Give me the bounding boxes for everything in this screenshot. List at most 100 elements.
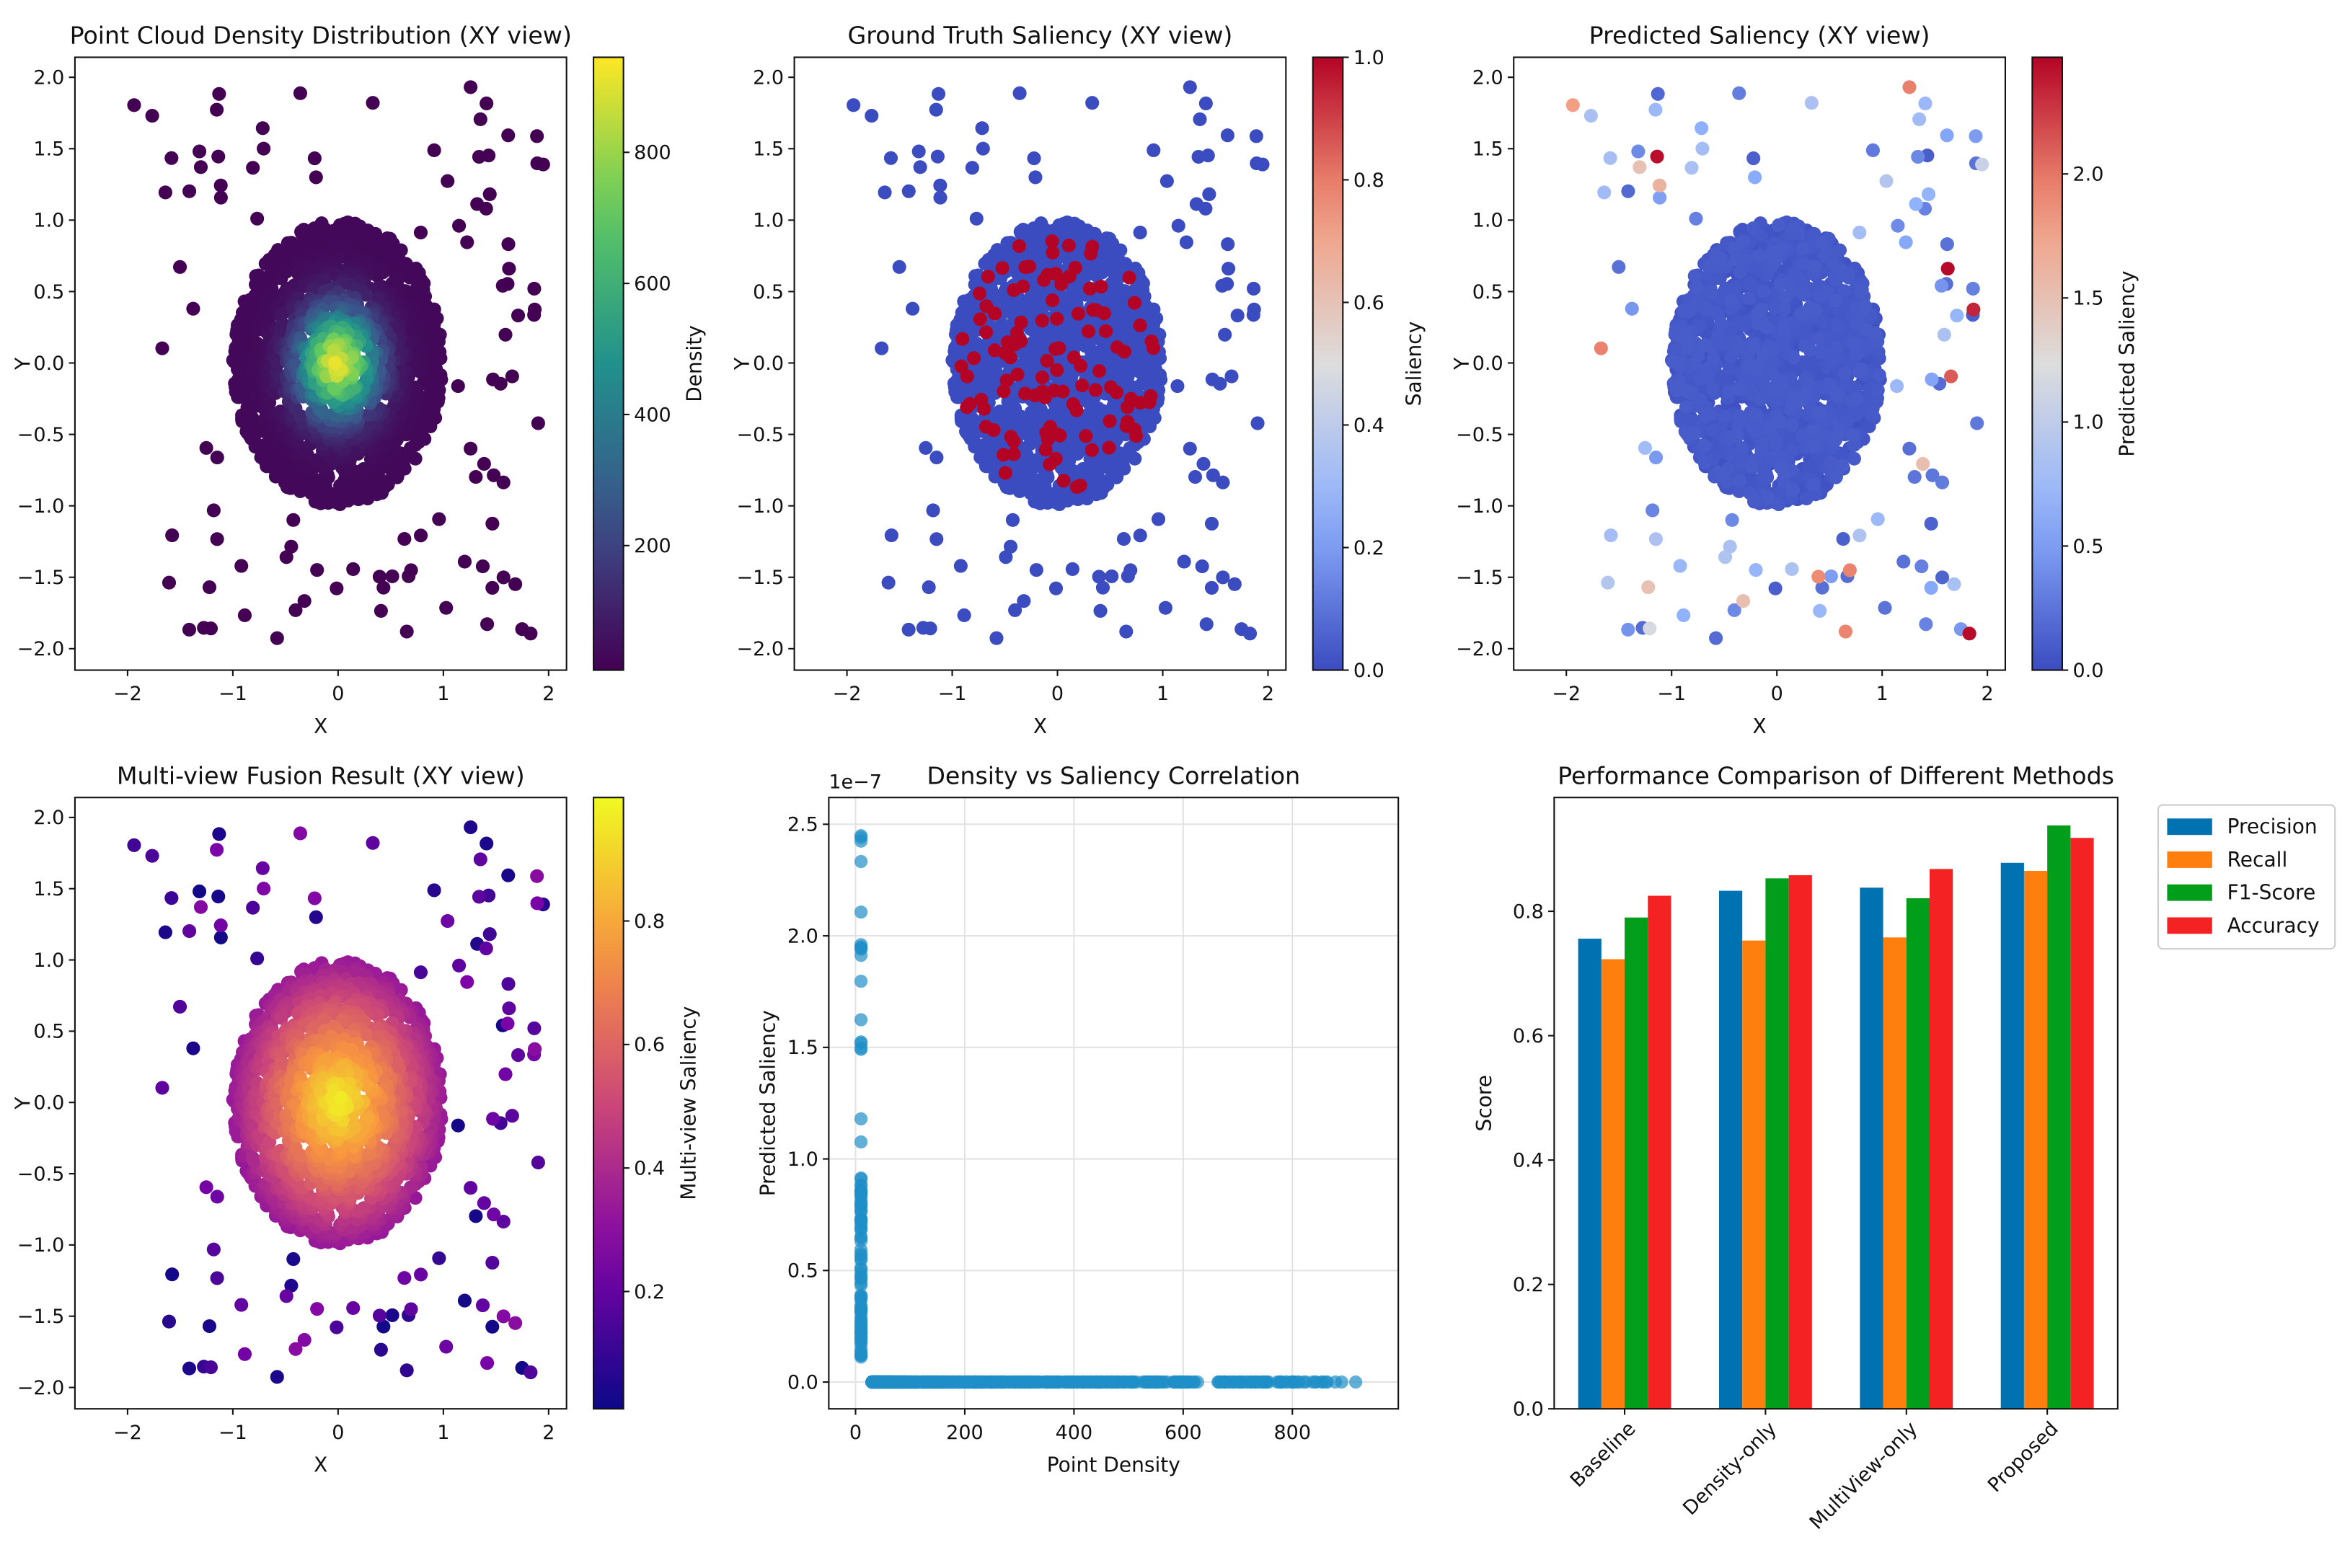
scatter-point <box>1631 144 1646 159</box>
y-tick-label: −0.5 <box>1456 424 1503 446</box>
scatter-point <box>206 503 221 518</box>
scatter-point <box>922 580 936 595</box>
scatter-point <box>1653 190 1667 205</box>
scatter-point <box>1832 262 1847 276</box>
scatter-point <box>1682 303 1697 317</box>
scatter-point <box>998 466 1012 480</box>
chart-title: Ground Truth Saliency (XY view) <box>847 22 1232 50</box>
colorbar-tick-label: 0.0 <box>1353 660 1384 682</box>
scatter-point <box>1808 260 1822 274</box>
x-tick-label: 2 <box>1262 683 1274 705</box>
scatter-point <box>270 1370 284 1384</box>
scatter-point <box>1641 580 1656 595</box>
scatter-point <box>1085 96 1100 110</box>
scatter-point <box>1033 496 1047 510</box>
scatter-point <box>1079 429 1093 443</box>
scatter-point <box>1068 260 1082 275</box>
scatter-point <box>1697 438 1711 452</box>
x-tick-label: 0 <box>332 683 344 705</box>
scatter-point <box>496 475 511 490</box>
scatter-point <box>1830 389 1845 403</box>
scatter-point <box>199 440 213 455</box>
scatter-point <box>213 190 228 205</box>
scatter-point <box>1103 414 1117 428</box>
scatter-point <box>1935 475 1950 490</box>
scatter-point <box>505 369 519 384</box>
y-tick-label: −1.5 <box>17 567 65 589</box>
scatter-point <box>158 925 172 939</box>
y-axis-label: Y <box>12 1097 35 1110</box>
scatter-point <box>1633 160 1647 174</box>
scatter-point <box>482 187 497 202</box>
scatter-point <box>1684 161 1699 175</box>
scatter-point <box>1731 381 1746 396</box>
scatter-point <box>1249 129 1263 143</box>
scatter-point <box>1847 451 1861 466</box>
scatter-point <box>374 603 388 618</box>
scatter-point <box>501 128 516 143</box>
scatter-point <box>1813 603 1827 618</box>
scatter-point <box>246 161 260 175</box>
scatter-point <box>953 559 968 573</box>
scatter-point <box>957 608 971 623</box>
scatter-point <box>1621 622 1635 637</box>
scatter-point <box>1728 335 1743 349</box>
scatter-point <box>1924 516 1938 531</box>
scatter-point <box>1066 350 1081 365</box>
scatter-point <box>1754 438 1769 452</box>
scatter-point <box>366 836 380 850</box>
scatter-point <box>498 327 513 342</box>
scatter-point <box>1204 580 1219 595</box>
scatter-point <box>965 161 979 175</box>
x-axis-label: X <box>1033 714 1047 738</box>
scatter-point <box>288 603 303 617</box>
scatter-point <box>1681 428 1695 443</box>
scatter-point <box>1718 409 1732 424</box>
scatter-point <box>1798 288 1812 302</box>
scatter-point <box>972 286 987 301</box>
scatter-point <box>1966 302 1981 316</box>
scatter-point <box>1825 354 1839 368</box>
y-tick-label: −1.5 <box>736 567 784 589</box>
colorbar-tick-label: 2.0 <box>2072 164 2103 186</box>
scatter-point <box>1940 237 1954 252</box>
scatter-point <box>884 528 898 543</box>
scatter-point <box>162 575 177 590</box>
scatter-point <box>399 624 414 639</box>
scatter-point <box>432 512 446 526</box>
scatter-point <box>1010 368 1025 382</box>
scatter-point <box>1746 337 1761 352</box>
colorbar-tick-label: 0.6 <box>1353 292 1384 314</box>
scatter-point <box>192 884 207 899</box>
y-tick-label: −2.0 <box>17 638 65 660</box>
scatter-point <box>536 157 550 172</box>
scatter-point <box>1865 407 1880 422</box>
scatter-point <box>1673 559 1687 573</box>
scatter-point <box>482 927 497 942</box>
scatter-point <box>1027 151 1041 166</box>
scatter-point <box>155 341 169 355</box>
scatter-point <box>274 271 288 285</box>
scatter-point <box>1756 284 1770 298</box>
scatter-point <box>1120 400 1135 415</box>
y-tick-label: 1.5 <box>1472 138 1503 161</box>
scatter-point <box>511 309 526 323</box>
scatter-point <box>1093 603 1108 618</box>
scatter-point <box>1870 383 1885 397</box>
y-tick-label: −1.5 <box>1456 567 1503 589</box>
scatter-point <box>246 900 260 915</box>
scatter-point <box>1612 260 1626 274</box>
x-tick-label: 2 <box>542 683 555 705</box>
scatter-point <box>1603 151 1617 165</box>
scatter-point <box>286 1252 301 1267</box>
scatter-point <box>1828 293 1843 308</box>
scatter-point <box>213 178 228 192</box>
scatter-point <box>1836 532 1850 546</box>
scatter-point <box>1806 438 1821 453</box>
scatter-point <box>202 580 217 595</box>
colorbar-tick-label: 800 <box>634 142 671 164</box>
scatter-point <box>452 958 467 973</box>
scatter-point <box>1693 371 1708 386</box>
scatter-point <box>501 868 516 882</box>
scatter-point <box>1242 626 1258 641</box>
